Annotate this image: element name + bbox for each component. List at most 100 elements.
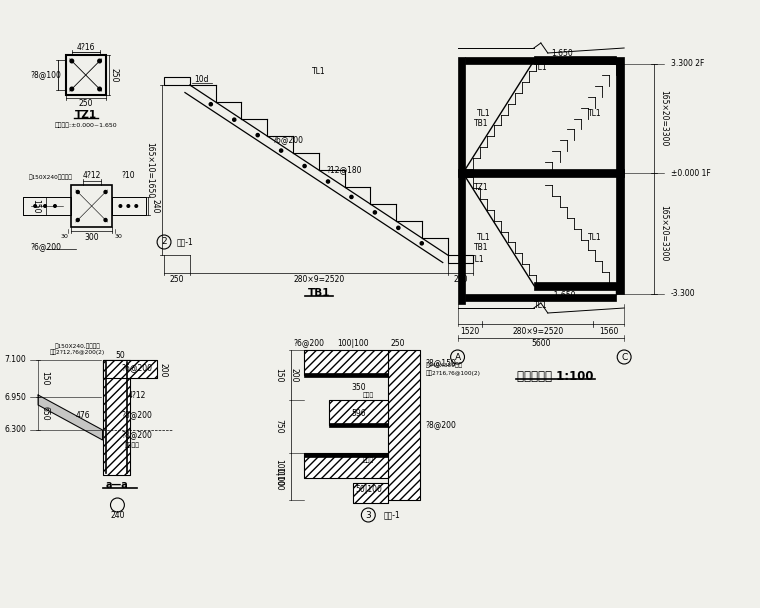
Circle shape (76, 218, 79, 221)
Bar (458, 169, 624, 177)
Text: 750: 750 (274, 419, 283, 434)
Circle shape (119, 205, 122, 207)
Text: 梁240X350上下: 梁240X350上下 (426, 362, 463, 368)
Bar (304, 350, 388, 375)
Text: 7.100: 7.100 (5, 356, 26, 365)
Bar (388, 350, 420, 500)
Text: ±0.000 1F: ±0.000 1F (671, 168, 711, 178)
Bar (328, 400, 388, 425)
Text: -3.300: -3.300 (671, 289, 695, 299)
Bar (164, 77, 190, 85)
Text: 165×20=3300: 165×20=3300 (660, 206, 668, 261)
Text: 240: 240 (110, 511, 125, 519)
Bar (304, 350, 388, 375)
Text: ?6@200: ?6@200 (30, 243, 62, 252)
Text: 165×10=1650: 165×10=1650 (146, 142, 154, 198)
Text: ?6@200: ?6@200 (122, 364, 153, 373)
Text: 250: 250 (78, 100, 93, 108)
Bar (304, 453, 388, 457)
Text: 476: 476 (75, 410, 90, 420)
Text: a—a: a—a (106, 480, 128, 490)
Circle shape (327, 180, 330, 183)
Text: TB1: TB1 (474, 119, 489, 128)
Circle shape (135, 205, 138, 207)
Text: ?8@200: ?8@200 (122, 430, 153, 440)
Bar (304, 453, 388, 478)
Text: 50: 50 (116, 350, 125, 359)
Bar (448, 255, 473, 263)
Text: TL1: TL1 (587, 108, 601, 117)
Bar (328, 423, 388, 427)
Bar (388, 350, 420, 500)
Text: ?8@200: ?8@200 (122, 410, 153, 420)
Text: ?8@100: ?8@100 (30, 71, 62, 80)
Text: A: A (454, 353, 461, 362)
Text: 250: 250 (110, 67, 119, 82)
Polygon shape (38, 395, 103, 440)
Circle shape (350, 195, 353, 199)
Bar (103, 360, 157, 378)
Text: 梁150X240,尚有上下: 梁150X240,尚有上下 (55, 343, 100, 349)
Text: TL1: TL1 (470, 255, 484, 263)
Text: 配答2?12,?6@200(2): 配答2?12,?6@200(2) (50, 349, 106, 355)
Text: ?6@200: ?6@200 (293, 339, 325, 348)
Bar (71, 185, 112, 227)
Text: 1100: 1100 (274, 467, 283, 486)
Text: 标高范围:±0.000~1.650: 标高范围:±0.000~1.650 (55, 122, 117, 128)
Text: 596: 596 (351, 409, 366, 418)
Text: -1.650: -1.650 (551, 291, 576, 300)
Text: TL1: TL1 (477, 233, 490, 243)
Circle shape (233, 118, 236, 121)
Circle shape (209, 103, 212, 106)
Bar (328, 400, 388, 425)
Text: 6.300: 6.300 (5, 426, 26, 435)
Circle shape (256, 134, 259, 137)
Text: 350: 350 (351, 384, 366, 393)
Bar (616, 57, 624, 294)
Bar (66, 55, 106, 95)
Circle shape (70, 87, 74, 91)
Text: 150: 150 (32, 199, 40, 213)
Text: 50|100: 50|100 (355, 486, 382, 494)
Text: ?6@200: ?6@200 (272, 135, 303, 144)
Text: 1520: 1520 (461, 326, 480, 336)
Text: 30: 30 (61, 235, 69, 240)
Bar (24, 197, 71, 215)
Text: 锁头邨: 锁头邨 (363, 457, 374, 463)
Circle shape (373, 211, 376, 214)
Bar (534, 56, 616, 64)
Text: 150: 150 (40, 371, 49, 385)
Text: 配答2?16,?6@100(2): 配答2?16,?6@100(2) (426, 370, 481, 376)
Text: 10d: 10d (195, 75, 209, 83)
Text: 2: 2 (161, 238, 167, 246)
Text: 梁150X240上下配答: 梁150X240上下配答 (29, 174, 73, 180)
Bar (103, 360, 157, 378)
Circle shape (397, 226, 400, 229)
Text: 屋面完面: 屋面完面 (125, 442, 140, 448)
Text: 3: 3 (366, 511, 371, 519)
Text: 100|100: 100|100 (337, 339, 369, 348)
Circle shape (44, 205, 46, 207)
Bar (465, 294, 616, 301)
Text: TL1: TL1 (312, 66, 325, 75)
Text: 4?16: 4?16 (77, 44, 95, 52)
Text: 详图-1: 详图-1 (177, 238, 194, 246)
Text: TL1: TL1 (534, 63, 548, 72)
Text: 4?12: 4?12 (128, 390, 147, 399)
Bar (103, 360, 130, 475)
Text: 240: 240 (150, 199, 160, 213)
Bar (103, 360, 130, 475)
Bar (112, 197, 146, 215)
Text: 280×9=2520: 280×9=2520 (512, 326, 563, 336)
Text: 200: 200 (159, 363, 167, 377)
Circle shape (303, 164, 306, 168)
Text: 1.650: 1.650 (551, 49, 573, 58)
Text: 100|100: 100|100 (274, 459, 283, 491)
Text: 300: 300 (84, 233, 99, 243)
Text: 165×20=3300: 165×20=3300 (660, 91, 668, 147)
Text: TZ1: TZ1 (74, 110, 97, 120)
Circle shape (104, 218, 107, 221)
Text: C: C (621, 353, 627, 362)
Text: 1560: 1560 (599, 326, 619, 336)
Bar (458, 57, 465, 304)
